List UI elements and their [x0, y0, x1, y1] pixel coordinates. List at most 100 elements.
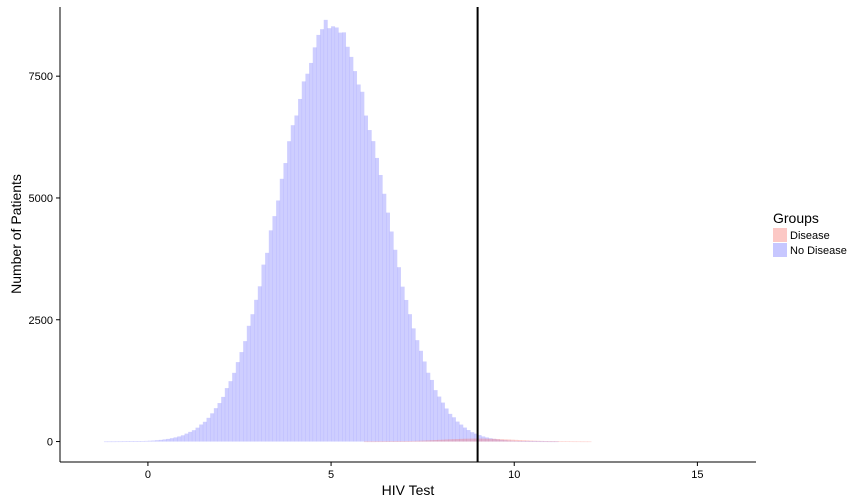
no-disease-bar — [224, 388, 229, 442]
disease-bar — [525, 440, 530, 442]
no-disease-bar — [191, 430, 196, 442]
no-disease-bar — [382, 193, 387, 442]
no-disease-bar — [177, 436, 182, 442]
disease-bar — [386, 441, 390, 442]
disease-bar — [547, 441, 552, 442]
no-disease-bar — [268, 230, 273, 442]
no-disease-bar — [404, 299, 409, 442]
no-disease-bar — [517, 441, 522, 442]
disease-bar — [451, 439, 456, 442]
no-disease-bar — [342, 32, 347, 442]
no-disease-bar — [554, 441, 559, 443]
legend-swatch-no-disease — [773, 243, 787, 257]
no-disease-bar — [323, 19, 328, 442]
disease-bar — [484, 438, 489, 442]
disease-bar — [543, 441, 548, 442]
no-disease-bar — [243, 341, 248, 442]
no-disease-bar — [400, 286, 405, 442]
disease-bar — [536, 440, 541, 442]
no-disease-bar — [371, 141, 376, 442]
no-disease-bar — [455, 421, 460, 442]
no-disease-bar — [411, 328, 416, 442]
disease-bar — [455, 439, 460, 442]
no-disease-bar — [345, 46, 350, 442]
disease-bar — [580, 441, 585, 443]
no-disease-bar — [111, 441, 116, 443]
no-disease-bar — [510, 440, 515, 442]
no-disease-bar — [488, 438, 493, 442]
no-disease-bar — [521, 441, 526, 442]
no-disease-bar — [118, 441, 123, 443]
no-disease-bar — [528, 441, 533, 442]
no-disease-bar — [180, 435, 185, 442]
disease-bar — [572, 441, 577, 443]
disease-bar — [587, 441, 592, 443]
disease-bar — [367, 441, 372, 443]
y-tick-label: 5000 — [29, 193, 53, 205]
no-disease-bar — [265, 252, 270, 442]
no-disease-bar — [158, 439, 163, 442]
no-disease-bar — [375, 157, 379, 442]
disease-bar — [473, 438, 478, 442]
disease-bar — [422, 440, 427, 442]
disease-bar — [576, 441, 581, 443]
no-disease-bar — [250, 314, 255, 442]
no-disease-bar — [543, 441, 548, 443]
no-disease-bar — [499, 439, 504, 442]
no-disease-bar — [495, 439, 500, 442]
disease-bar — [569, 441, 574, 443]
no-disease-bar — [122, 441, 127, 443]
no-disease-bar — [327, 28, 332, 442]
no-disease-bar — [312, 47, 317, 442]
disease-bar — [514, 439, 519, 442]
no-disease-bar — [144, 440, 149, 442]
disease-bar — [389, 441, 394, 442]
no-disease-bar — [151, 440, 156, 442]
legend-label-no-disease: No Disease — [790, 245, 847, 257]
x-axis-ticks: 0 5 10 15 — [145, 462, 704, 481]
no-disease-bar — [418, 350, 423, 442]
no-disease-bar — [473, 433, 478, 442]
no-disease-bar — [221, 396, 226, 442]
no-disease-bar — [133, 441, 138, 442]
no-disease-bar — [107, 441, 112, 443]
no-disease-bar — [305, 73, 310, 442]
no-disease-bar — [481, 436, 486, 442]
no-disease-bar — [536, 441, 541, 443]
no-disease-bar — [316, 34, 321, 442]
disease-bar — [499, 439, 504, 442]
no-disease-bar — [437, 396, 442, 442]
no-disease-bar — [429, 379, 434, 442]
disease-bar — [488, 438, 493, 442]
disease-bar — [583, 441, 588, 443]
disease-bar — [429, 440, 434, 442]
no-disease-bar — [539, 441, 544, 443]
disease-bar — [503, 439, 508, 442]
disease-bar — [466, 438, 471, 442]
disease-bar — [565, 441, 570, 442]
disease-bar — [495, 439, 500, 442]
disease-bar — [459, 438, 464, 442]
no-disease-bar — [433, 390, 438, 442]
disease-bar — [426, 440, 431, 442]
no-disease-bar — [166, 438, 171, 442]
no-disease-bar — [484, 437, 489, 442]
no-disease-bar — [309, 62, 314, 442]
no-disease-bar — [213, 408, 218, 442]
no-disease-bar — [367, 130, 372, 442]
disease-bar — [470, 438, 475, 442]
disease-bar — [558, 441, 563, 442]
disease-bar — [400, 441, 405, 442]
disease-bar — [444, 439, 449, 442]
disease-bars — [364, 438, 592, 443]
legend-swatch-disease — [773, 228, 787, 242]
disease-bar — [561, 441, 566, 442]
no-disease-bar — [254, 299, 259, 442]
disease-bar — [375, 441, 379, 443]
no-disease-bar — [426, 372, 431, 442]
disease-bar — [539, 440, 544, 442]
no-disease-bar — [459, 424, 464, 442]
no-disease-bar — [294, 115, 299, 442]
disease-bar — [440, 439, 445, 442]
no-disease-bar — [136, 441, 141, 442]
